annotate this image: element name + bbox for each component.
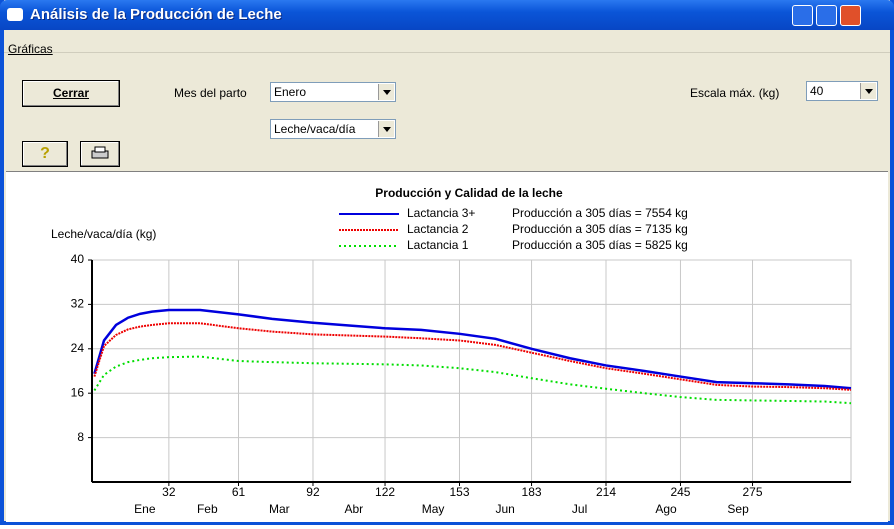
minimize-button[interactable] [792,5,813,26]
chart-panel: Producción y Calidad de la leche Leche/v… [6,171,888,522]
month-label: Sep [727,502,749,516]
month-label: Ene [134,502,156,516]
scale-value: 40 [810,84,824,98]
x-tick-label: 32 [162,485,176,499]
x-tick-label: 214 [596,485,616,499]
menu-bar: Gráficas [4,30,890,56]
legend-label: Lactancia 2 [407,222,469,236]
printer-icon [91,146,109,159]
month-label: Mar [269,502,290,516]
window-title: Análisis de la Producción de Leche [30,6,282,23]
x-tick-label: 61 [232,485,246,499]
scale-combo[interactable]: 40 [806,81,878,101]
month-label: Feb [197,502,218,516]
chart-title: Producción y Calidad de la leche [375,186,563,200]
y-axis-label: Leche/vaca/día (kg) [51,227,156,241]
title-bar: Análisis de la Producción de Leche [0,0,894,30]
series-line [93,355,852,405]
month-label: Ago [655,502,677,516]
close-window-button[interactable] [840,5,861,26]
y-tick-label: 40 [71,252,85,266]
print-button[interactable] [80,141,120,167]
measure-value: Leche/vaca/día [274,122,356,136]
maximize-button[interactable] [816,5,837,26]
app-icon [7,8,23,21]
chart: Producción y Calidad de la leche Leche/v… [51,186,852,516]
month-label: Abr [344,502,363,516]
y-tick-label: 16 [71,385,85,399]
month-label: Jun [495,502,514,516]
series-line [93,308,852,390]
month-label: Jul [572,502,587,516]
y-tick-label: 8 [77,430,84,444]
measure-combo[interactable]: Leche/vaca/día [270,119,396,139]
legend-note: Producción a 305 días = 7554 kg [512,206,688,220]
x-tick-label: 275 [743,485,763,499]
month-label: Mes del parto [174,86,247,100]
help-button[interactable]: ? [22,141,68,167]
menu-item[interactable]: Gráficas [8,42,53,56]
legend-note: Producción a 305 días = 7135 kg [512,222,688,236]
y-tick-label: 32 [71,297,85,311]
legend-label: Lactancia 3+ [407,206,475,220]
month-label: May [422,502,445,516]
close-button[interactable]: Cerrar [22,80,120,107]
scale-label: Escala máx. (kg) [690,86,780,100]
x-tick-label: 183 [522,485,542,499]
x-tick-label: 92 [306,485,320,499]
x-tick-label: 122 [375,485,395,499]
legend-note: Producción a 305 días = 5825 kg [512,238,688,252]
x-tick-label: 153 [449,485,469,499]
series-line [93,322,852,391]
y-tick-label: 24 [71,341,85,355]
month-value: Enero [274,85,307,99]
month-combo[interactable]: Enero [270,82,396,102]
legend-label: Lactancia 1 [407,238,469,252]
plot-area [91,259,852,483]
x-tick-label: 245 [670,485,690,499]
